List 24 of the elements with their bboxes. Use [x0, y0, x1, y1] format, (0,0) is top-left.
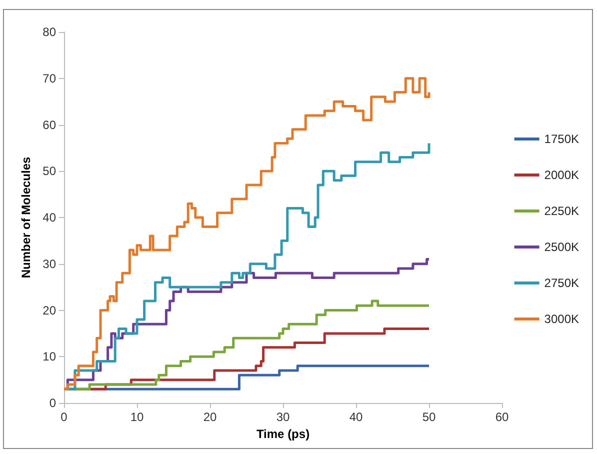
- x-axis-title: Time (ps): [256, 426, 310, 441]
- legend-label: 2500K: [544, 240, 580, 254]
- x-tick-label: 10: [130, 410, 144, 424]
- y-tick-label: 80: [42, 25, 56, 39]
- y-tick-label: 30: [42, 256, 56, 271]
- y-tick-label: 0: [49, 396, 56, 410]
- y-tick-label: 50: [42, 164, 56, 178]
- legend-label: 3000K: [544, 312, 580, 326]
- y-tick-label: 70: [42, 71, 56, 86]
- x-tick-label: 0: [60, 410, 68, 424]
- y-tick-label: 60: [42, 118, 56, 132]
- x-tick-label: 60: [495, 410, 509, 424]
- y-tick-label: 20: [42, 303, 56, 318]
- x-tick-label: 50: [422, 410, 436, 424]
- x-tick-label: 20: [203, 410, 217, 424]
- legend-label: 2750K: [544, 276, 580, 290]
- legend-label: 2250K: [544, 204, 580, 218]
- x-tick-label: 40: [349, 410, 363, 424]
- legend-label: 2000K: [544, 168, 580, 182]
- legend-label: 1750K: [544, 132, 580, 146]
- y-tick-label: 10: [42, 350, 56, 364]
- y-tick-label: 40: [42, 210, 56, 224]
- x-tick-label: 30: [276, 410, 290, 424]
- y-axis-title: Number of Molecules: [18, 156, 33, 278]
